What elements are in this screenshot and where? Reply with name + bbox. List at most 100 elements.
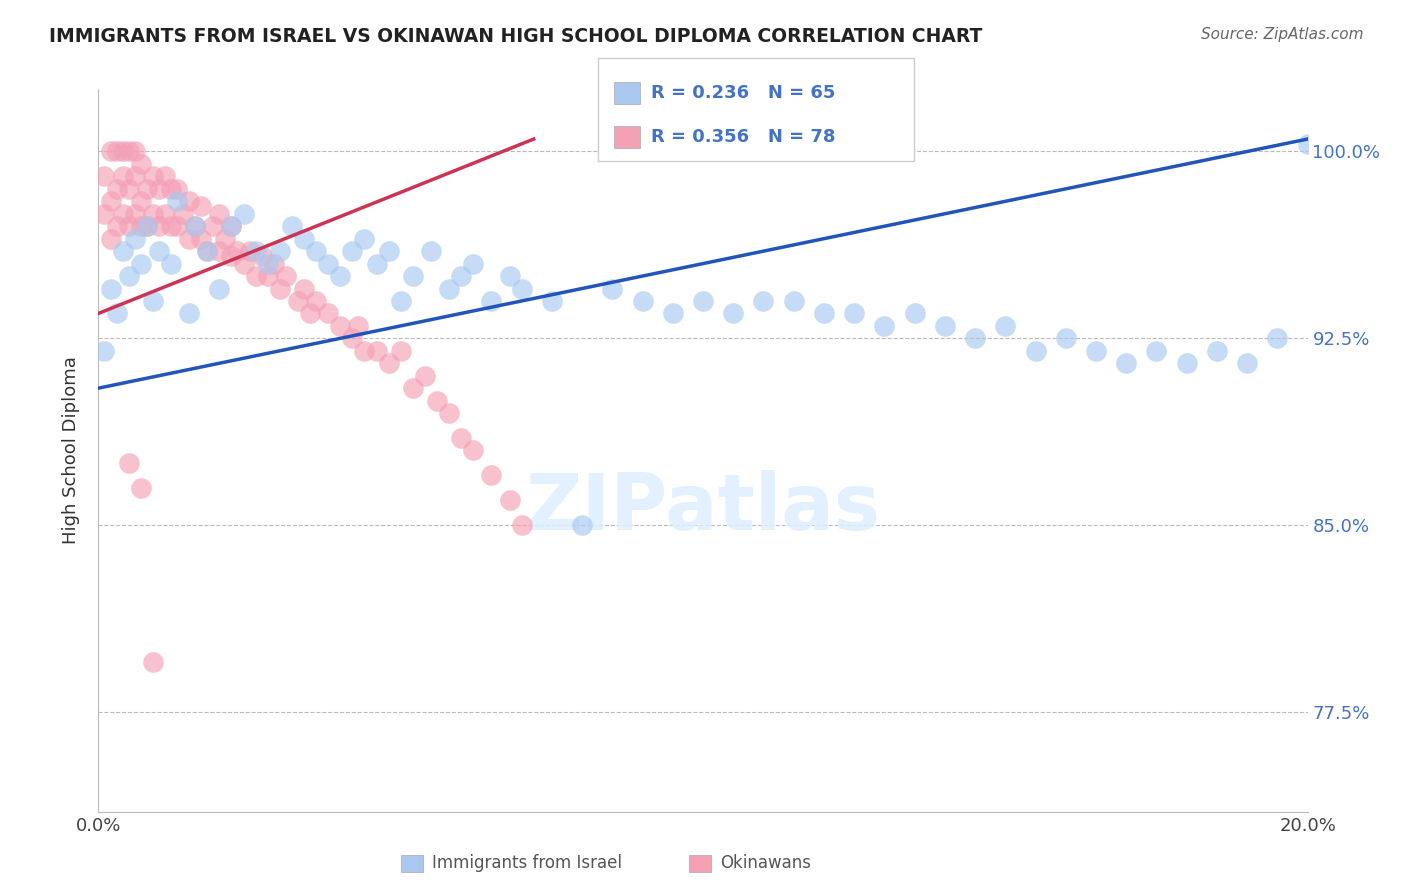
Point bbox=[232, 257, 254, 271]
Point bbox=[111, 207, 134, 221]
Point bbox=[437, 406, 460, 420]
Point bbox=[184, 219, 207, 234]
Point bbox=[129, 219, 152, 234]
Point bbox=[342, 331, 364, 345]
Point bbox=[245, 244, 267, 259]
Point bbox=[160, 182, 183, 196]
Point bbox=[135, 219, 157, 234]
Point bbox=[1054, 331, 1077, 345]
Point bbox=[463, 443, 485, 458]
Point bbox=[965, 331, 987, 345]
Point bbox=[135, 219, 157, 234]
Point bbox=[661, 306, 683, 320]
Point bbox=[124, 232, 146, 246]
Point bbox=[118, 456, 141, 470]
Point bbox=[226, 244, 249, 259]
Point bbox=[813, 306, 835, 320]
Text: Okinawans: Okinawans bbox=[720, 855, 811, 872]
Point bbox=[153, 207, 176, 221]
Point bbox=[142, 207, 165, 221]
Point bbox=[571, 518, 593, 533]
Point bbox=[316, 306, 339, 320]
Point bbox=[1144, 343, 1167, 358]
Point bbox=[389, 293, 412, 308]
Point bbox=[287, 293, 309, 308]
Point bbox=[329, 318, 352, 333]
Point bbox=[994, 318, 1017, 333]
Point bbox=[305, 244, 328, 259]
Text: ZIPatlas: ZIPatlas bbox=[526, 470, 880, 546]
Point bbox=[179, 232, 201, 246]
Point bbox=[1024, 343, 1046, 358]
Point bbox=[221, 249, 243, 263]
Point bbox=[153, 169, 176, 184]
Point bbox=[195, 244, 218, 259]
Point bbox=[166, 219, 188, 234]
Point bbox=[208, 281, 231, 295]
Point bbox=[148, 182, 170, 196]
Point bbox=[105, 145, 128, 159]
Point bbox=[450, 431, 472, 445]
Point bbox=[498, 493, 520, 508]
Point bbox=[934, 318, 956, 333]
Point bbox=[402, 268, 425, 283]
Point bbox=[111, 145, 134, 159]
Point bbox=[190, 199, 212, 213]
Point bbox=[100, 281, 122, 295]
Point bbox=[214, 232, 236, 246]
Point bbox=[124, 169, 146, 184]
Point bbox=[160, 219, 183, 234]
Point bbox=[498, 268, 520, 283]
Point bbox=[142, 293, 165, 308]
Point bbox=[1267, 331, 1289, 345]
Point bbox=[1236, 356, 1258, 370]
Point bbox=[402, 381, 425, 395]
Point bbox=[256, 268, 278, 283]
Point bbox=[100, 232, 122, 246]
Point bbox=[342, 244, 364, 259]
Point bbox=[353, 343, 375, 358]
Point bbox=[377, 356, 399, 370]
Point bbox=[263, 257, 285, 271]
Point bbox=[510, 281, 533, 295]
Point bbox=[250, 249, 273, 263]
Point bbox=[184, 219, 207, 234]
Point bbox=[413, 368, 436, 383]
Point bbox=[426, 393, 449, 408]
Point bbox=[481, 468, 503, 483]
Text: Immigrants from Israel: Immigrants from Israel bbox=[432, 855, 621, 872]
Point bbox=[105, 182, 128, 196]
Point bbox=[269, 281, 291, 295]
Point bbox=[692, 293, 714, 308]
Point bbox=[148, 219, 170, 234]
Point bbox=[111, 244, 134, 259]
Point bbox=[316, 257, 339, 271]
Text: IMMIGRANTS FROM ISRAEL VS OKINAWAN HIGH SCHOOL DIPLOMA CORRELATION CHART: IMMIGRANTS FROM ISRAEL VS OKINAWAN HIGH … bbox=[49, 27, 983, 45]
Point bbox=[481, 293, 503, 308]
Point bbox=[281, 219, 304, 234]
Point bbox=[148, 244, 170, 259]
Point bbox=[353, 232, 375, 246]
Point bbox=[305, 293, 328, 308]
Point bbox=[142, 655, 165, 669]
Point bbox=[221, 219, 243, 234]
Point bbox=[347, 318, 370, 333]
Point bbox=[93, 169, 115, 184]
Point bbox=[299, 306, 322, 320]
Point bbox=[124, 207, 146, 221]
Point bbox=[540, 293, 562, 308]
Point bbox=[450, 268, 472, 283]
Point bbox=[366, 257, 388, 271]
Point bbox=[118, 145, 141, 159]
Y-axis label: High School Diploma: High School Diploma bbox=[62, 357, 80, 544]
Point bbox=[377, 244, 399, 259]
Point bbox=[195, 244, 218, 259]
Point bbox=[1175, 356, 1198, 370]
Point bbox=[118, 219, 141, 234]
Point bbox=[208, 207, 231, 221]
Point bbox=[129, 481, 152, 495]
Point bbox=[631, 293, 654, 308]
Point bbox=[166, 182, 188, 196]
Point bbox=[166, 194, 188, 209]
Point bbox=[105, 306, 128, 320]
